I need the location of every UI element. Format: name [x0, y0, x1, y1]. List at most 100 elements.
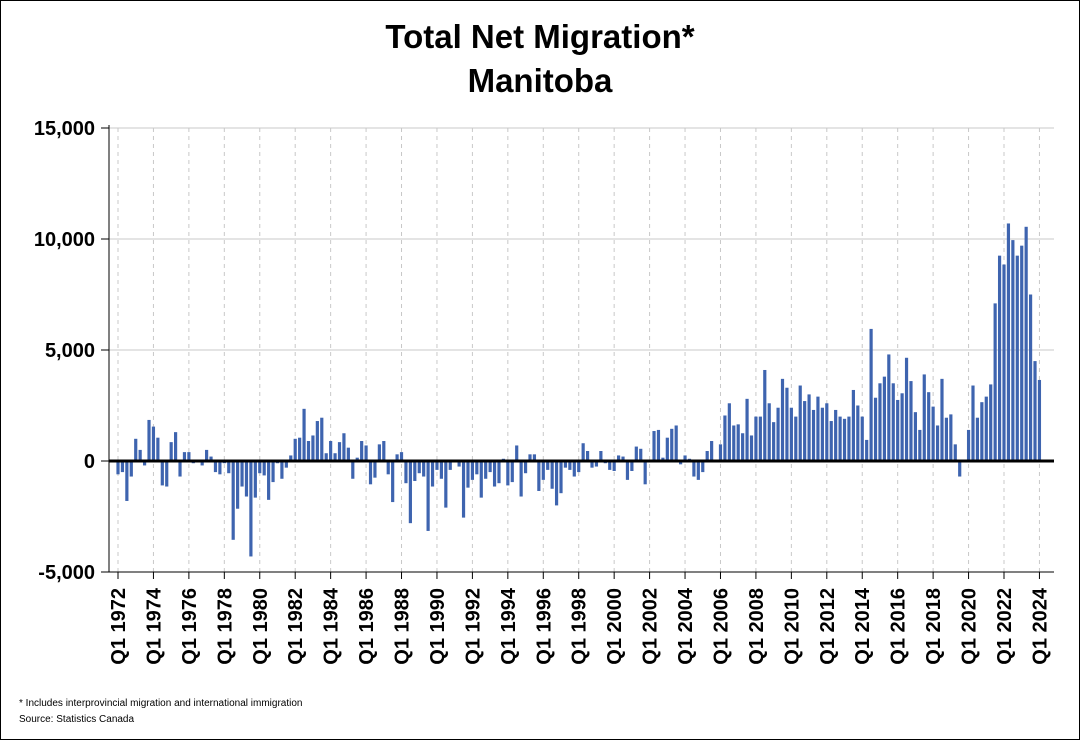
- bar: [160, 461, 164, 486]
- bar: [169, 442, 173, 461]
- bar: [559, 461, 563, 494]
- bar: [116, 461, 120, 475]
- bar: [878, 383, 882, 461]
- x-tick-label: Q1 1998: [569, 588, 591, 665]
- x-tick-label: Q1 2024: [1029, 587, 1051, 665]
- x-tick-label: Q1 2002: [640, 588, 662, 665]
- bar: [302, 408, 306, 461]
- bar: [280, 461, 284, 479]
- bar: [550, 461, 554, 489]
- bar: [200, 461, 204, 466]
- bar: [696, 461, 700, 480]
- bar: [373, 461, 377, 478]
- x-tick-label: Q1 1986: [356, 588, 378, 665]
- bar: [244, 461, 249, 497]
- bar: [1011, 240, 1015, 461]
- x-tick-label: Q1 2012: [817, 588, 839, 665]
- bar: [661, 457, 665, 461]
- bar: [298, 437, 302, 461]
- bar: [457, 461, 461, 467]
- bar: [364, 445, 368, 461]
- bar: [430, 461, 435, 487]
- bar: [178, 461, 182, 477]
- bar: [736, 424, 740, 461]
- bar: [758, 416, 762, 461]
- x-tick-label: Q1 1976: [179, 588, 201, 665]
- x-tick-label: Q1 1974: [143, 587, 165, 665]
- x-tick-label: Q1 2008: [746, 588, 768, 665]
- bar: [492, 461, 497, 487]
- x-tick-label: Q1 1980: [250, 588, 272, 665]
- bar: [865, 439, 869, 461]
- bar: [594, 461, 599, 467]
- x-tick-label: Q1 1988: [392, 588, 414, 665]
- bar: [351, 461, 355, 479]
- bar: [741, 433, 745, 461]
- bar: [497, 461, 501, 484]
- bar: [909, 381, 913, 461]
- bar: [532, 454, 537, 461]
- bar: [621, 456, 625, 461]
- bar: [240, 461, 244, 487]
- bar: [816, 396, 820, 461]
- bar: [710, 441, 714, 461]
- bar: [289, 455, 293, 461]
- bar: [346, 447, 350, 461]
- x-tick-label: Q1 2016: [888, 588, 910, 665]
- bar: [475, 461, 479, 475]
- bar: [980, 402, 984, 461]
- bar: [838, 416, 842, 461]
- bar: [834, 409, 838, 461]
- y-tick-label: -5,000: [38, 562, 95, 584]
- bar: [953, 444, 957, 461]
- bar: [1024, 226, 1028, 461]
- bar: [523, 461, 528, 474]
- bar: [944, 417, 949, 461]
- bar: [444, 461, 448, 508]
- x-tick-label: Q1 2010: [781, 588, 803, 665]
- bar: [772, 422, 776, 461]
- bar: [156, 437, 160, 461]
- bar: [404, 461, 408, 484]
- bar: [408, 461, 412, 524]
- bar: [829, 421, 833, 461]
- bar: [267, 461, 271, 500]
- bar: [236, 461, 240, 509]
- bar: [630, 461, 634, 471]
- bar: [209, 456, 213, 461]
- bar: [165, 461, 169, 487]
- bar: [231, 461, 235, 540]
- bar: [656, 429, 661, 461]
- bar: [625, 461, 630, 480]
- bar: [213, 461, 218, 473]
- bar: [479, 461, 483, 498]
- bar: [590, 461, 594, 468]
- bar: [174, 432, 178, 461]
- bar: [811, 409, 816, 461]
- bar: [413, 461, 417, 481]
- bar: [1033, 361, 1037, 461]
- bar: [639, 448, 643, 461]
- bar: [927, 392, 931, 461]
- bar: [807, 394, 811, 461]
- bar: [461, 461, 466, 518]
- bar: [754, 416, 758, 461]
- bar: [395, 454, 399, 461]
- x-tick-label: Q1 2014: [852, 587, 874, 665]
- bar: [1002, 264, 1006, 461]
- bar: [218, 461, 222, 475]
- bar: [142, 461, 147, 466]
- x-tick-label: Q1 2020: [959, 588, 981, 665]
- bar: [847, 416, 851, 461]
- bar: [670, 428, 674, 461]
- bar: [227, 461, 231, 474]
- bar: [918, 429, 922, 461]
- bar: [577, 461, 581, 473]
- bar: [581, 443, 585, 461]
- bar: [470, 461, 474, 480]
- bar: [997, 255, 1002, 461]
- bar: [129, 461, 133, 477]
- bar: [253, 461, 257, 498]
- bar: [949, 414, 953, 461]
